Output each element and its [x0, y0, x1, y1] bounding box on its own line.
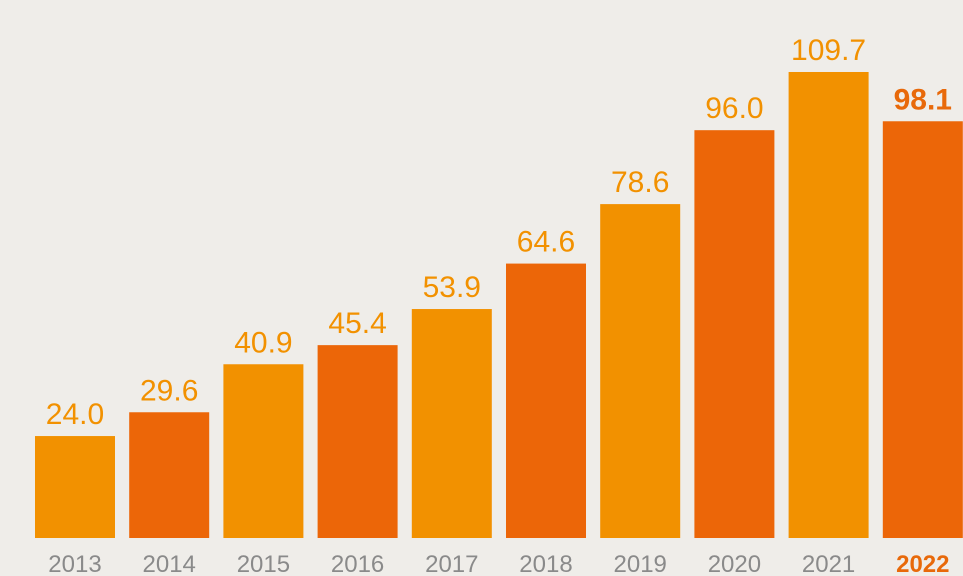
- bar: [317, 345, 398, 538]
- bar: [223, 364, 304, 538]
- bar: [411, 309, 492, 538]
- value-label: 64.6: [517, 226, 575, 259]
- value-label: 53.9: [423, 271, 481, 304]
- value-label: 98.1: [894, 83, 952, 116]
- x-tick-label: 2020: [708, 551, 761, 576]
- value-label: 109.7: [791, 34, 866, 67]
- x-tick-label: 2019: [614, 551, 667, 576]
- x-tick-label: 2021: [802, 551, 855, 576]
- value-label: 96.0: [705, 92, 763, 125]
- x-tick-label: 2015: [237, 551, 290, 576]
- value-label: 29.6: [140, 374, 198, 407]
- value-label: 40.9: [234, 326, 292, 359]
- bar: [506, 263, 586, 538]
- bar: [600, 204, 681, 539]
- value-label: 24.0: [46, 398, 104, 431]
- bar: [129, 412, 210, 538]
- bar: [882, 121, 963, 538]
- bar: [35, 436, 115, 538]
- x-tick-label: 2017: [425, 551, 478, 576]
- x-tick-label: 2013: [48, 551, 101, 576]
- x-tick-label: 2022: [896, 551, 949, 576]
- value-label: 45.4: [328, 307, 386, 340]
- x-tick-label: 2018: [519, 551, 572, 576]
- value-label: 78.6: [611, 166, 669, 199]
- bar: [694, 130, 775, 538]
- x-tick-label: 2014: [143, 551, 196, 576]
- x-tick-label: 2016: [331, 551, 384, 576]
- bar: [788, 71, 869, 539]
